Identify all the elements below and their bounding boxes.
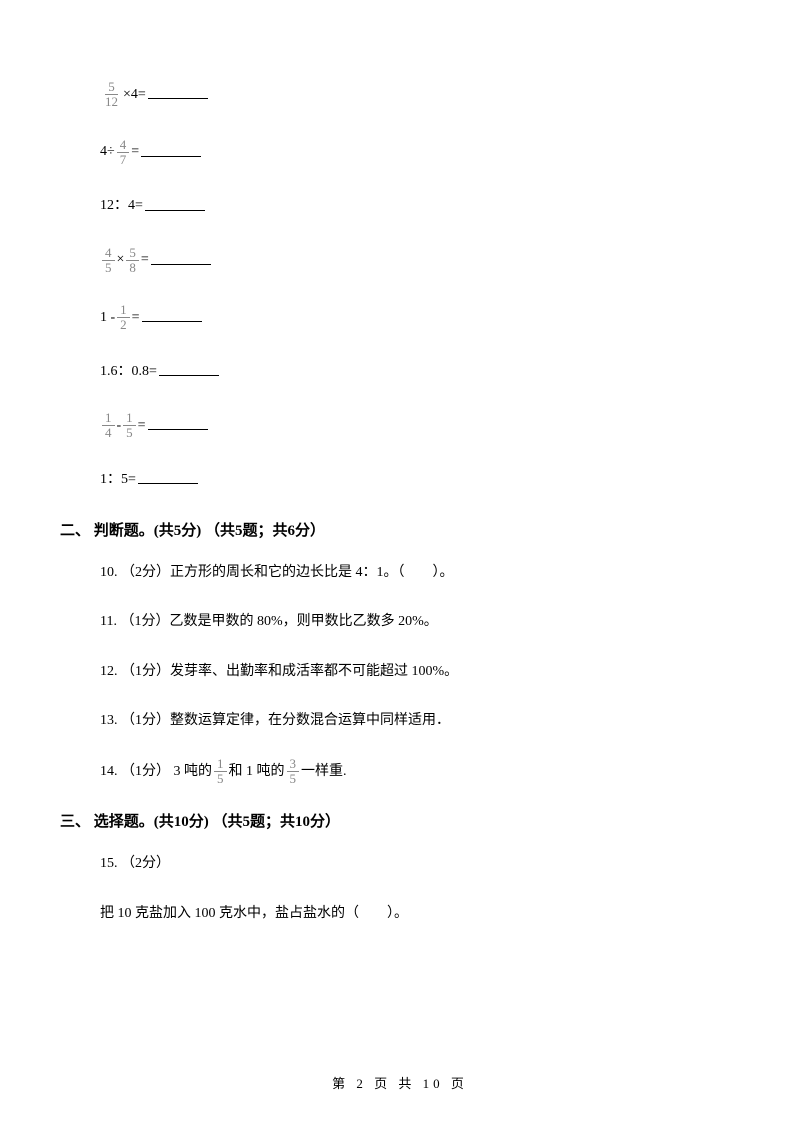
fraction: 3 5 — [287, 757, 300, 787]
denominator: 5 — [287, 772, 300, 786]
question-15b: 把 10 克盐加入 100 克水中，盐占盐水的（ ）。 — [100, 901, 700, 926]
q14-mid: 和 1 吨的 — [229, 759, 285, 784]
question-10: 10. （2分）正方形的周长和它的边长比是 4：1。（ ）。 — [100, 560, 700, 585]
answer-blank — [138, 483, 198, 484]
denominator: 5 — [102, 261, 115, 275]
fraction: 1 2 — [117, 303, 130, 333]
answer-blank — [145, 210, 205, 211]
q14-post: 一样重. — [301, 759, 347, 784]
denominator: 2 — [117, 318, 130, 332]
fraction: 5 12 — [102, 80, 121, 110]
fraction: 5 8 — [126, 246, 139, 276]
right-side: 4= — [131, 84, 146, 106]
answer-blank — [141, 156, 201, 157]
tail: = — [131, 141, 139, 163]
numerator: 1 — [214, 757, 227, 772]
denominator: 5 — [214, 772, 227, 786]
numerator: 4 — [102, 246, 115, 261]
calc-q8: 1：5= — [100, 469, 700, 491]
answer-blank — [159, 375, 219, 376]
denominator: 5 — [123, 426, 136, 440]
question-14: 14. （1分） 3 吨的 1 5 和 1 吨的 3 5 一样重. — [100, 757, 700, 787]
denominator: 7 — [117, 153, 130, 167]
tail: = — [138, 415, 146, 437]
section2-header: 二、 判断题。(共5分) （共5题；共6分） — [60, 519, 700, 540]
calc-q4: 4 5 × 5 8 = — [100, 246, 700, 276]
fraction: 1 5 — [123, 411, 136, 441]
numerator: 4 — [117, 138, 130, 153]
expression: 1.6：0.8= — [100, 361, 157, 383]
numerator: 1 — [123, 411, 136, 426]
answer-blank — [148, 429, 208, 430]
left-side: 4÷ — [100, 141, 115, 163]
tail: = — [132, 307, 140, 329]
calc-q3: 12：4= — [100, 195, 700, 217]
numerator: 1 — [117, 303, 130, 318]
section3-header: 三、 选择题。(共10分) （共5题；共10分） — [60, 810, 700, 831]
question-12: 12. （1分）发芽率、出勤率和成活率都不可能超过 100%。 — [100, 659, 700, 684]
numerator: 1 — [102, 411, 115, 426]
calc-q2: 4÷ 4 7 = — [100, 138, 700, 168]
fraction: 4 7 — [117, 138, 130, 168]
page-content: 5 12 × 4= 4÷ 4 7 = 12：4= 4 5 × 5 8 = 1 - — [0, 0, 800, 990]
numerator: 5 — [126, 246, 139, 261]
question-11: 11. （1分）乙数是甲数的 80%，则甲数比乙数多 20%。 — [100, 609, 700, 634]
calc-q7: 1 4 - 1 5 = — [100, 411, 700, 441]
numerator: 5 — [105, 80, 118, 95]
page-footer: 第 2 页 共 10 页 — [0, 1073, 800, 1092]
fraction: 4 5 — [102, 246, 115, 276]
answer-blank — [148, 98, 208, 99]
question-15a: 15. （2分） — [100, 851, 700, 876]
operator: × — [123, 84, 131, 106]
calc-q1: 5 12 × 4= — [100, 80, 700, 110]
operator: - — [117, 415, 122, 437]
operator: × — [117, 249, 125, 271]
fraction: 1 4 — [102, 411, 115, 441]
calc-q6: 1.6：0.8= — [100, 361, 700, 383]
expression: 1：5= — [100, 469, 136, 491]
answer-blank — [142, 321, 202, 322]
q14-pre: 14. （1分） 3 吨的 — [100, 759, 212, 784]
numerator: 3 — [287, 757, 300, 772]
denominator: 12 — [102, 95, 121, 109]
fraction: 1 5 — [214, 757, 227, 787]
question-13: 13. （1分）整数运算定律，在分数混合运算中同样适用． — [100, 708, 700, 733]
answer-blank — [151, 264, 211, 265]
calc-q5: 1 - 1 2 = — [100, 303, 700, 333]
left-side: 1 - — [100, 307, 115, 329]
expression: 12：4= — [100, 195, 143, 217]
tail: = — [141, 249, 149, 271]
denominator: 4 — [102, 426, 115, 440]
denominator: 8 — [126, 261, 139, 275]
